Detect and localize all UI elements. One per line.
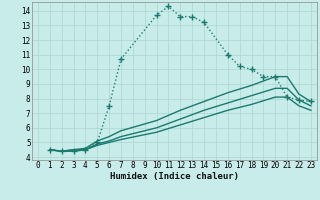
- X-axis label: Humidex (Indice chaleur): Humidex (Indice chaleur): [110, 172, 239, 181]
